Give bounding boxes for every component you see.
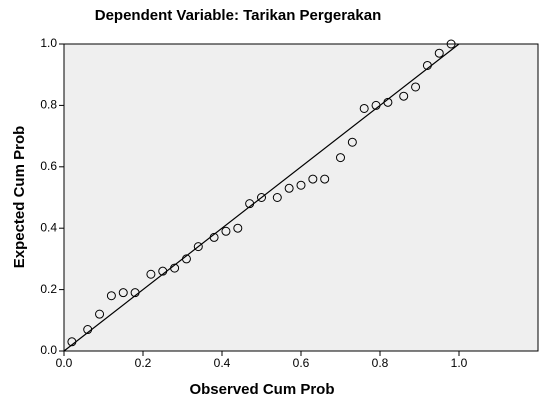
- y-tick-label: 0.8: [40, 98, 57, 112]
- point: [221, 226, 231, 236]
- point: [411, 82, 421, 92]
- point: [193, 242, 203, 252]
- point: [130, 288, 140, 298]
- point: [158, 266, 168, 276]
- point: [272, 193, 282, 202]
- y-tick-label: 0.4: [40, 220, 57, 234]
- point: [245, 199, 255, 209]
- x-tick-label: 1.0: [451, 356, 468, 370]
- point: [146, 269, 156, 279]
- y-tick-label: 0.0: [40, 343, 57, 357]
- point: [422, 60, 432, 70]
- chart-title: Dependent Variable: Tarikan Pergerakan: [95, 7, 382, 24]
- point: [284, 183, 294, 193]
- point: [170, 263, 180, 273]
- y-tick-label: 0.2: [40, 282, 57, 296]
- point: [257, 193, 266, 202]
- point: [399, 91, 409, 101]
- point: [336, 153, 345, 163]
- point: [95, 309, 105, 319]
- x-axis-label: Observed Cum Prob: [189, 381, 334, 398]
- point: [118, 288, 128, 298]
- point: [371, 100, 381, 110]
- point: [347, 137, 357, 147]
- x-tick-label: 0.0: [56, 356, 73, 370]
- point: [67, 337, 77, 347]
- y-tick-label: 0.6: [40, 159, 57, 173]
- x-tick-label: 0.8: [372, 356, 389, 370]
- plot-area: [63, 43, 539, 352]
- point: [383, 97, 393, 107]
- point: [106, 291, 116, 301]
- point: [181, 254, 191, 264]
- point: [434, 48, 444, 58]
- y-tick-label: 1.0: [40, 36, 57, 50]
- x-tick-label: 0.4: [214, 356, 231, 370]
- x-tick-label: 0.6: [293, 356, 310, 370]
- y-axis-label: Expected Cum Prob: [11, 126, 28, 269]
- reference-line: [63, 43, 460, 352]
- point: [83, 325, 93, 335]
- point: [296, 180, 306, 190]
- point: [308, 174, 318, 184]
- point: [320, 174, 330, 184]
- x-tick-label: 0.2: [135, 356, 152, 370]
- point: [359, 103, 369, 113]
- point: [446, 39, 456, 49]
- point: [209, 232, 219, 242]
- point: [233, 223, 243, 233]
